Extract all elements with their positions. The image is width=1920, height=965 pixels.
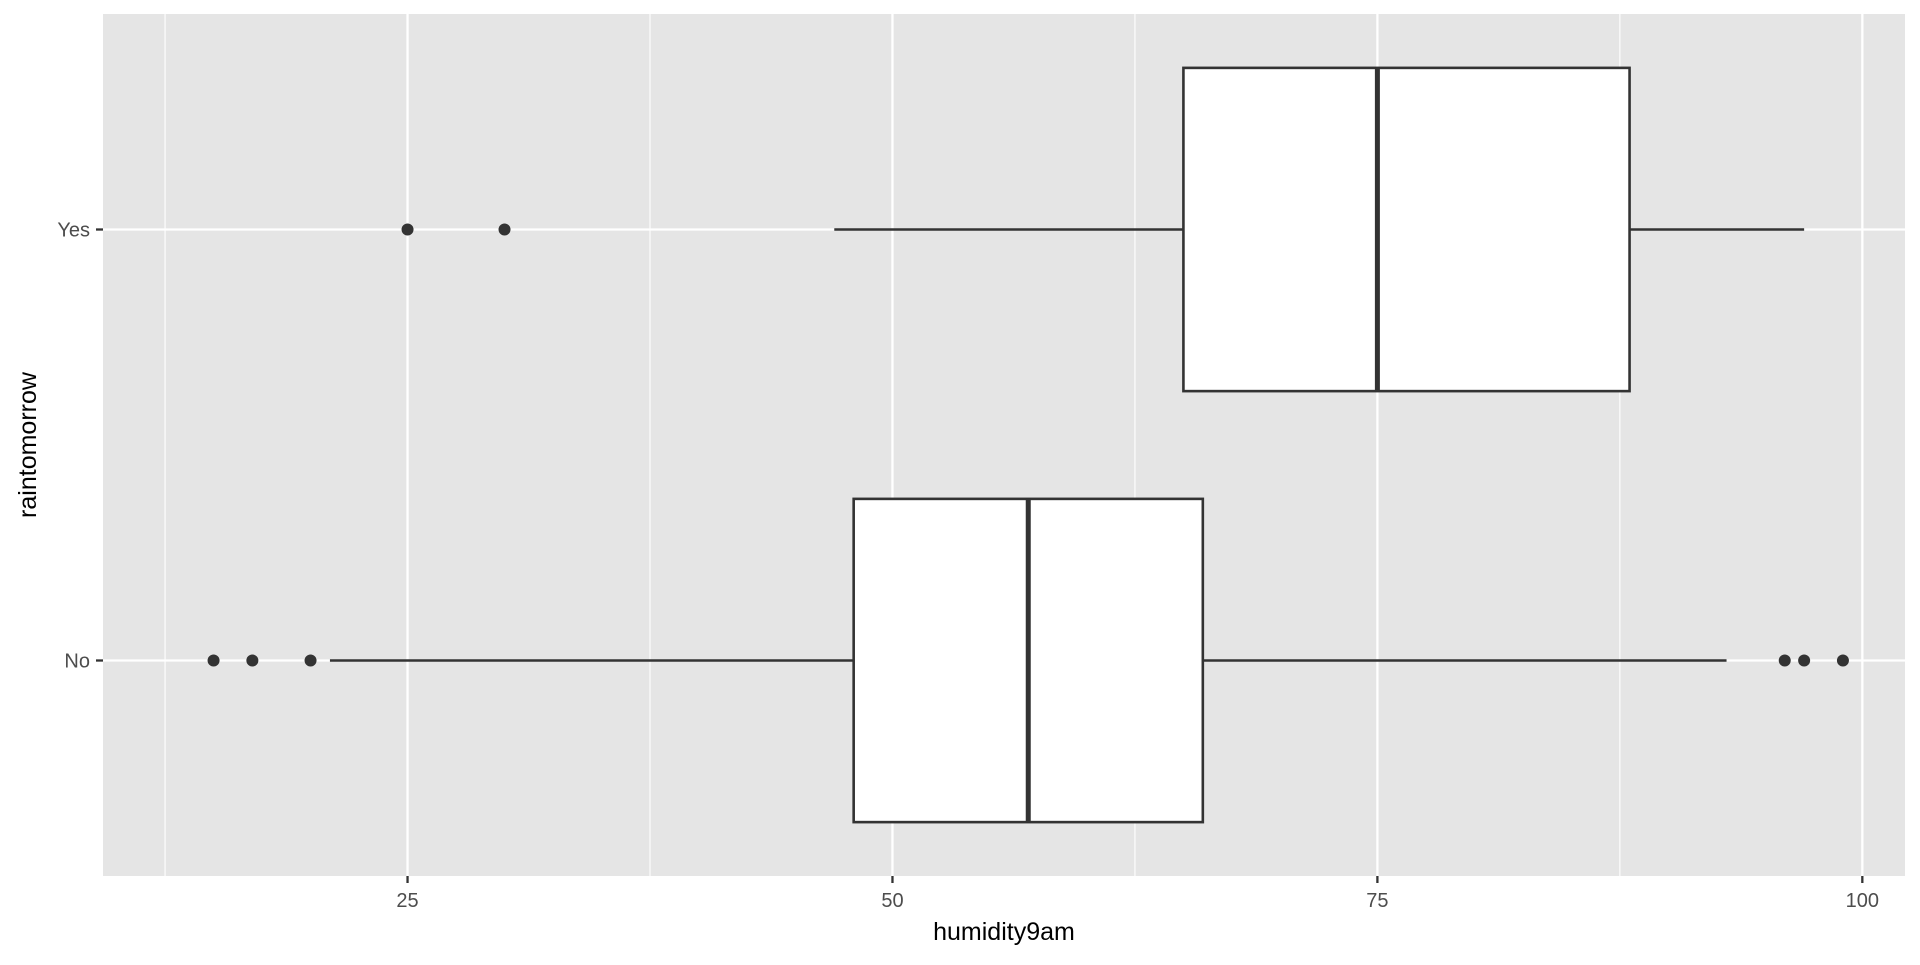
box-group-yes <box>401 66 1805 393</box>
y-tick-label: No <box>64 651 90 673</box>
outlier-point <box>401 223 414 236</box>
iqr-box <box>1182 66 1631 393</box>
outlier-point <box>207 654 220 667</box>
outlier-point <box>1778 654 1791 667</box>
outlier-point <box>246 654 259 667</box>
outlier-point <box>1836 654 1849 667</box>
outlier-point <box>304 654 317 667</box>
outlier-point <box>498 223 511 236</box>
outlier-point <box>1798 654 1811 667</box>
x-tick-label: 50 <box>881 890 903 912</box>
box-layer <box>207 66 1849 824</box>
x-tick-label: 100 <box>1846 890 1879 912</box>
x-tick-label: 25 <box>396 890 418 912</box>
y-tick-label: Yes <box>57 220 90 242</box>
x-tick-label: 75 <box>1366 890 1388 912</box>
y-axis-title: raintomorrow <box>14 371 42 518</box>
x-axis-title: humidity9am <box>933 918 1075 946</box>
box-group-no <box>207 497 1849 824</box>
axes: 25 50 75 100 No Yes <box>57 220 1879 913</box>
